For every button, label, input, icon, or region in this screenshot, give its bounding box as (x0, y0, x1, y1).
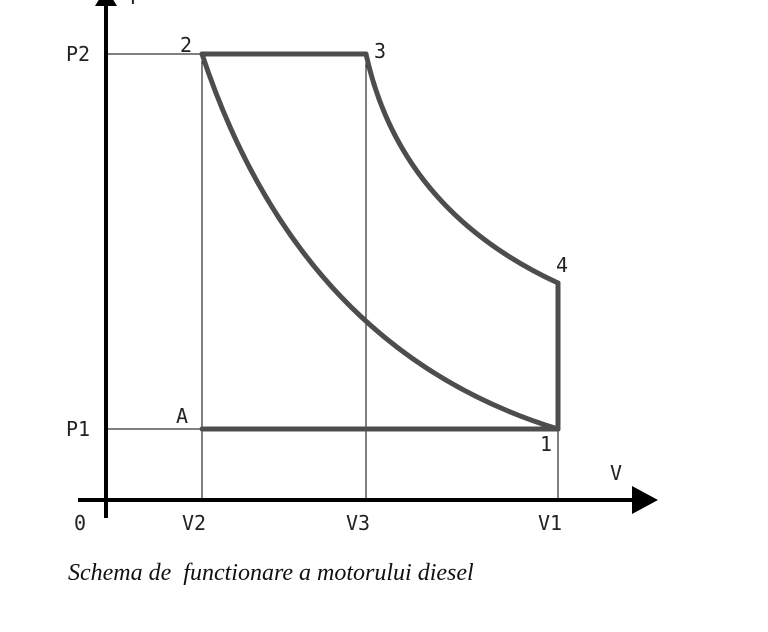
volume-axis-arrowhead (632, 486, 658, 514)
p1-label: P1 (66, 417, 90, 441)
v1-label: V1 (538, 511, 562, 535)
pressure-axis-arrowhead (95, 0, 117, 6)
p2-label: P2 (66, 42, 90, 66)
point-A-label: A (176, 404, 188, 428)
v3-label: V3 (346, 511, 370, 535)
figure-caption: Schema de functionare a motorului diesel (68, 560, 474, 586)
origin-label: 0 (74, 511, 86, 535)
point-3-label: 3 (374, 39, 386, 63)
expansion-curve-3-4 (363, 51, 561, 286)
compression-curve-1-2 (199, 51, 561, 432)
pressure-axis-label: P (130, 0, 142, 9)
point-2-label: 2 (180, 33, 192, 57)
v2-label: V2 (182, 511, 206, 535)
cycle-curves (199, 51, 561, 432)
volume-axis-label: V (610, 461, 622, 485)
point-4-label: 4 (556, 253, 568, 277)
point-1-label: 1 (540, 432, 552, 456)
